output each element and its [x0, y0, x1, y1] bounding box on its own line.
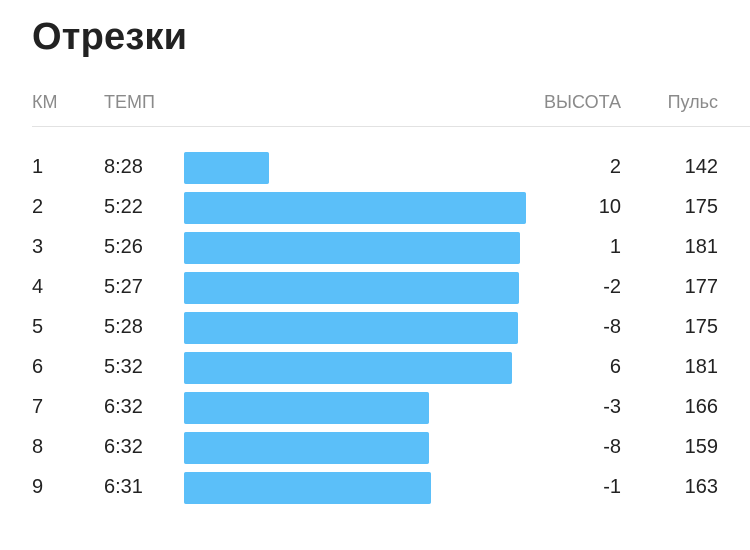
split-heart-rate: 175 [684, 316, 718, 338]
split-pace: 6:32 [104, 436, 143, 458]
split-elevation: -8 [603, 316, 621, 338]
split-km: 9 [32, 476, 44, 498]
split-km: 3 [32, 236, 44, 258]
split-row[interactable]: 8 6:32 -8 159 [0, 428, 750, 468]
split-km: 6 [32, 356, 44, 378]
split-heart-rate: 163 [684, 476, 718, 498]
split-row[interactable]: 9 6:31 -1 163 [0, 468, 750, 508]
split-km: 4 [32, 276, 44, 298]
pace-bar [184, 312, 518, 344]
column-header-km: КМ [32, 92, 58, 112]
split-elevation: 1 [609, 236, 621, 258]
split-heart-rate: 181 [684, 356, 718, 378]
split-heart-rate: 166 [684, 396, 718, 418]
split-pace: 8:28 [104, 156, 143, 178]
split-row[interactable]: 5 5:28 -8 175 [0, 308, 750, 348]
split-pace: 5:32 [104, 356, 143, 378]
split-elevation: -3 [603, 396, 621, 418]
pace-bar [184, 232, 520, 264]
split-row[interactable]: 3 5:26 1 181 [0, 228, 750, 268]
split-elevation: 2 [609, 156, 621, 178]
split-elevation: -8 [603, 436, 621, 458]
pace-bar [184, 272, 519, 304]
pace-bar [184, 192, 526, 224]
split-km: 1 [32, 156, 44, 178]
split-row[interactable]: 4 5:27 -2 177 [0, 268, 750, 308]
split-km: 5 [32, 316, 44, 338]
split-row[interactable]: 6 5:32 6 181 [0, 348, 750, 388]
split-pace: 5:27 [104, 276, 143, 298]
split-row[interactable]: 2 5:22 10 175 [0, 188, 750, 228]
split-km: 7 [32, 396, 44, 418]
split-elevation: 6 [609, 356, 621, 378]
column-header-heart-rate: Пульс [667, 92, 718, 112]
header-divider [32, 126, 750, 127]
page-title: Отрезки [32, 16, 188, 58]
split-pace: 5:22 [104, 196, 143, 218]
pace-bar [184, 352, 512, 384]
split-row[interactable]: 7 6:32 -3 166 [0, 388, 750, 428]
pace-bar [184, 152, 269, 184]
column-header-elevation: ВЫСОТА [544, 92, 621, 112]
pace-bar [184, 392, 429, 424]
split-heart-rate: 177 [684, 276, 718, 298]
splits-table-header: КМ ТЕМП ВЫСОТА Пульс [0, 90, 750, 118]
split-km: 2 [32, 196, 44, 218]
split-elevation: -2 [603, 276, 621, 298]
split-heart-rate: 159 [684, 436, 718, 458]
split-elevation: 10 [598, 196, 621, 218]
pace-bar [184, 432, 429, 464]
pace-bar [184, 472, 431, 504]
split-pace: 6:31 [104, 476, 143, 498]
split-row[interactable]: 1 8:28 2 142 [0, 148, 750, 188]
splits-table-body: 1 8:28 2 142 2 5:22 10 175 3 5:26 1 181 4 5:27 -2 177 5 5… [0, 148, 750, 508]
split-pace: 6:32 [104, 396, 143, 418]
split-elevation: -1 [603, 476, 621, 498]
split-km: 8 [32, 436, 44, 458]
split-heart-rate: 181 [684, 236, 718, 258]
column-header-pace: ТЕМП [104, 92, 155, 112]
split-pace: 5:26 [104, 236, 143, 258]
split-heart-rate: 175 [684, 196, 718, 218]
split-heart-rate: 142 [684, 156, 718, 178]
split-pace: 5:28 [104, 316, 143, 338]
